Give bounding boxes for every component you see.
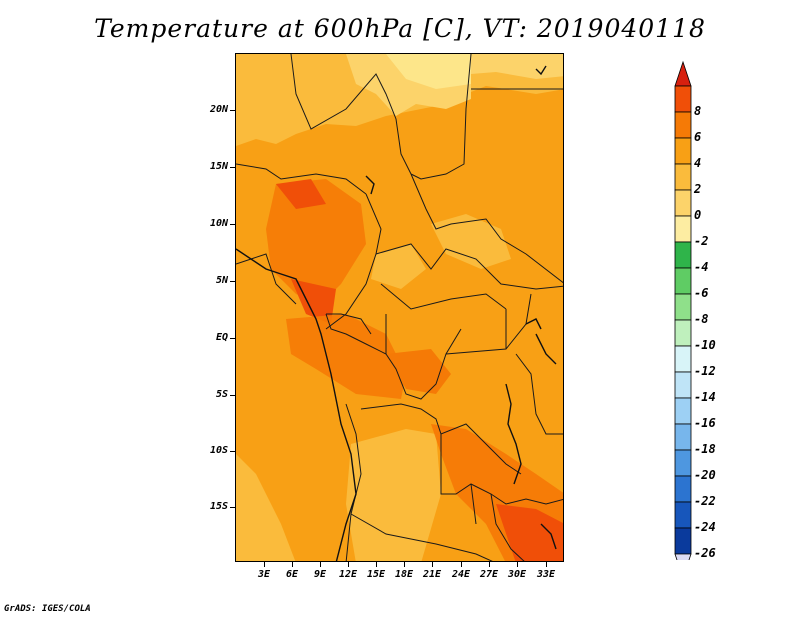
lat-label-5s: 5S (215, 389, 228, 400)
field-0-2-angola (346, 429, 441, 561)
colorbar-label: -24 (694, 520, 716, 534)
coastlines-and-lakes (236, 65, 557, 561)
colorbar-cell (674, 85, 692, 113)
colorbar-cell (674, 397, 692, 425)
lon-tick (432, 562, 433, 567)
colorbar-cell (674, 319, 692, 347)
lon-tick (546, 562, 547, 567)
lon-label-30e: 30E (507, 569, 527, 580)
field-4-6-gabon (286, 314, 406, 399)
field-4-6-congo (386, 349, 451, 394)
colorbar-cell (674, 189, 692, 217)
colorbar-label: 6 (694, 130, 702, 144)
colorbar-label: -10 (694, 338, 716, 352)
lat-label-15n: 15N (209, 161, 228, 172)
colorbar-label: -14 (694, 390, 716, 404)
lat-tick (230, 395, 235, 396)
field-0-2-center (431, 214, 511, 269)
colorbar-label: -26 (694, 546, 716, 560)
map-title: Temperature at 600hPa [C], VT: 201904011… (94, 14, 706, 43)
lat-tick (230, 224, 235, 225)
lon-tick (264, 562, 265, 567)
lon-label-33e: 33E (536, 569, 556, 580)
colorbar-label: -4 (694, 260, 709, 274)
colorbar-cells (674, 60, 692, 560)
colorbar-cell (674, 293, 692, 321)
colorbar-cell (674, 137, 692, 165)
colorbar-label: 2 (694, 182, 702, 196)
field-0-2-sw (236, 454, 296, 561)
colorbar-cell (674, 449, 692, 477)
colorbar-cell (674, 527, 692, 555)
lat-label-10s: 10S (209, 445, 228, 456)
lat-tick (230, 338, 235, 339)
lat-tick (230, 451, 235, 452)
colorbar-cell (674, 163, 692, 191)
field-6-8-north (276, 179, 326, 209)
colorbar-cell (674, 241, 692, 269)
lat-label-eq: EQ (215, 332, 228, 343)
lon-label-3e: 3E (257, 569, 271, 580)
colorbar-label: -12 (694, 364, 716, 378)
lat-tick (230, 507, 235, 508)
colorbar-cell (674, 423, 692, 451)
lon-label-27e: 27E (479, 569, 499, 580)
colorbar-label: -6 (694, 286, 709, 300)
lon-tick (489, 562, 490, 567)
colorbar-label: 8 (694, 104, 702, 118)
field-6-8-south (496, 504, 563, 561)
lon-label-18e: 18E (394, 569, 414, 580)
lon-label-9e: 9E (313, 569, 327, 580)
lat-label-5n: 5N (215, 275, 228, 286)
colorbar-cell (674, 501, 692, 529)
map-plot-area (235, 53, 564, 562)
colorbar-label: -18 (694, 442, 716, 456)
colorbar-label: -20 (694, 468, 716, 482)
colorbar-under-triangle (674, 553, 692, 560)
lon-tick (320, 562, 321, 567)
grads-credit: GrADS: IGES/COLA (4, 604, 91, 614)
lat-label-15s: 15S (209, 501, 228, 512)
colorbar-over-triangle (674, 60, 692, 87)
lon-label-15e: 15E (366, 569, 386, 580)
colorbar-label: -2 (694, 234, 709, 248)
colorbar-label: -16 (694, 416, 716, 430)
lat-label-20n: 20N (209, 104, 228, 115)
lon-tick (517, 562, 518, 567)
lat-tick (230, 281, 235, 282)
lon-label-24e: 24E (451, 569, 471, 580)
lat-tick (230, 110, 235, 111)
lon-label-12e: 12E (338, 569, 358, 580)
lon-tick (461, 562, 462, 567)
lon-label-21e: 21E (422, 569, 442, 580)
country-boundaries (236, 54, 563, 561)
colorbar-cell (674, 215, 692, 243)
lon-tick (376, 562, 377, 567)
colorbar-cell (674, 345, 692, 373)
colorbar-label: -8 (694, 312, 709, 326)
lat-label-10n: 10N (209, 218, 228, 229)
lon-tick (404, 562, 405, 567)
colorbar-cell (674, 111, 692, 139)
lon-tick (292, 562, 293, 567)
lat-tick (230, 167, 235, 168)
field-0-2-cameroon (371, 244, 426, 289)
field-m2-0-core (386, 54, 471, 89)
field-4-6-nigeria (266, 179, 366, 304)
colorbar-cell (674, 267, 692, 295)
temperature-field (236, 54, 563, 561)
colorbar-label: 4 (694, 156, 702, 170)
colorbar-cell (674, 371, 692, 399)
colorbar-cell (674, 475, 692, 503)
lon-label-6e: 6E (285, 569, 299, 580)
lon-tick (348, 562, 349, 567)
colorbar-label: 0 (694, 208, 702, 222)
colorbar (674, 60, 692, 560)
colorbar-label: -22 (694, 494, 716, 508)
